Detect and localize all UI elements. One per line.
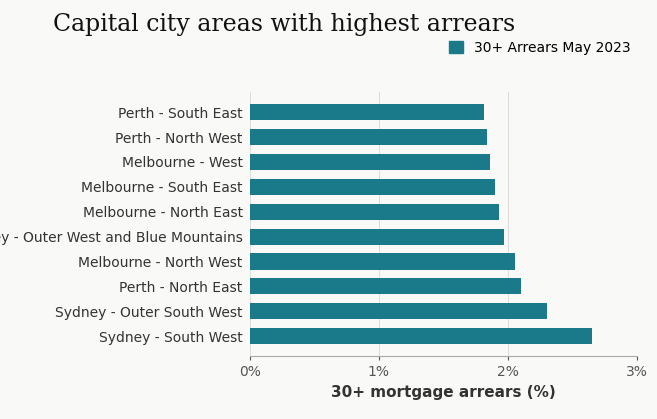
- Bar: [250, 328, 592, 344]
- Bar: [250, 204, 499, 220]
- Legend: 30+ Arrears May 2023: 30+ Arrears May 2023: [449, 41, 630, 55]
- Bar: [250, 104, 484, 120]
- Text: Capital city areas with highest arrears: Capital city areas with highest arrears: [53, 13, 515, 36]
- X-axis label: 30+ mortgage arrears (%): 30+ mortgage arrears (%): [331, 385, 556, 400]
- Bar: [250, 129, 487, 145]
- Bar: [250, 278, 521, 295]
- Bar: [250, 154, 490, 170]
- Bar: [250, 179, 495, 195]
- Bar: [250, 253, 514, 269]
- Bar: [250, 303, 547, 319]
- Bar: [250, 228, 504, 245]
